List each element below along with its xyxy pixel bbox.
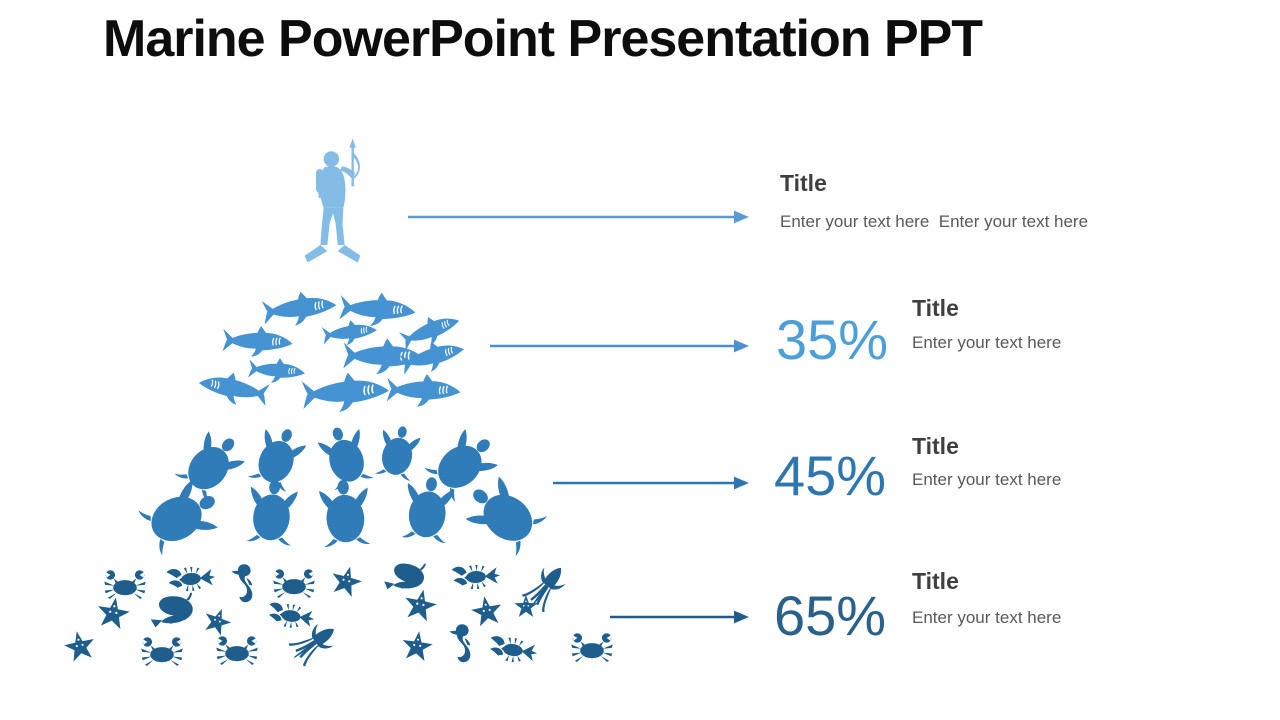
- sea-turtle-icon: [318, 478, 372, 548]
- shark-icon: [195, 366, 272, 411]
- shrimp-icon: [383, 560, 426, 593]
- seahorse-icon: [449, 624, 471, 663]
- lobster-icon: [166, 564, 217, 594]
- level-3-arrow: [553, 476, 749, 490]
- slide-heading: Marine PowerPoint Presentation PPT: [103, 10, 983, 68]
- turtle-level-icons: [137, 421, 548, 558]
- seahorse-icon: [231, 564, 253, 603]
- starfish-icon: [400, 629, 435, 662]
- level-4-title: Title: [912, 568, 959, 594]
- level-3-percent: 45%: [774, 444, 887, 507]
- starfish-icon: [94, 594, 132, 631]
- arrow-head-icon: [734, 339, 749, 353]
- starfish-icon: [401, 586, 440, 623]
- sea-turtle-icon: [373, 422, 423, 482]
- level-3-text: Enter your text here: [912, 470, 1062, 489]
- level-1-arrow: [408, 210, 749, 224]
- crab-icon: [571, 633, 613, 662]
- starfish-icon: [327, 562, 365, 599]
- shark-icon: [260, 287, 339, 330]
- shark-icon: [320, 317, 379, 349]
- sea-turtle-icon: [137, 475, 227, 557]
- sea-turtle-icon: [245, 477, 299, 546]
- shark-icon: [247, 354, 307, 387]
- starfish-icon: [200, 604, 235, 638]
- arrow-head-icon: [734, 610, 749, 624]
- level-3-title: Title: [912, 433, 959, 459]
- creature-level-icons: [61, 559, 613, 669]
- crab-icon: [273, 569, 315, 598]
- level-4-percent: 65%: [774, 584, 887, 647]
- arrow-head-icon: [734, 210, 749, 224]
- starfish-icon: [469, 593, 505, 628]
- shark-icon: [300, 369, 391, 415]
- sea-turtle-icon: [457, 470, 548, 558]
- shark-icon: [342, 336, 426, 377]
- level-2-arrow: [490, 339, 749, 353]
- sea-turtle-icon: [315, 421, 375, 491]
- shark-icon: [385, 371, 462, 409]
- starfish-icon: [61, 628, 98, 663]
- level-4-text: Enter your text here: [912, 608, 1062, 627]
- arrow-head-icon: [734, 476, 749, 490]
- level-2-text: Enter your text here: [912, 333, 1062, 352]
- crab-icon: [216, 636, 258, 665]
- diver-figure: [304, 138, 361, 263]
- level-1-text: Enter your text here Enter your text her…: [780, 212, 1089, 231]
- lobster-icon: [266, 601, 316, 631]
- shark-icon: [221, 323, 295, 360]
- level-2-percent: 35%: [776, 308, 889, 371]
- crab-icon: [104, 570, 146, 599]
- level-1-title: Title: [780, 170, 827, 196]
- level-2-title: Title: [912, 295, 959, 321]
- crab-icon: [141, 637, 183, 666]
- squid-icon: [285, 617, 343, 669]
- lobster-icon: [451, 563, 502, 591]
- lobster-icon: [487, 634, 539, 666]
- level-4-arrow: [610, 610, 749, 624]
- scuba-diver-icon: [304, 138, 361, 263]
- shark-level-icons: [195, 287, 468, 415]
- shrimp-icon: [148, 592, 195, 628]
- sea-turtle-icon: [423, 422, 505, 503]
